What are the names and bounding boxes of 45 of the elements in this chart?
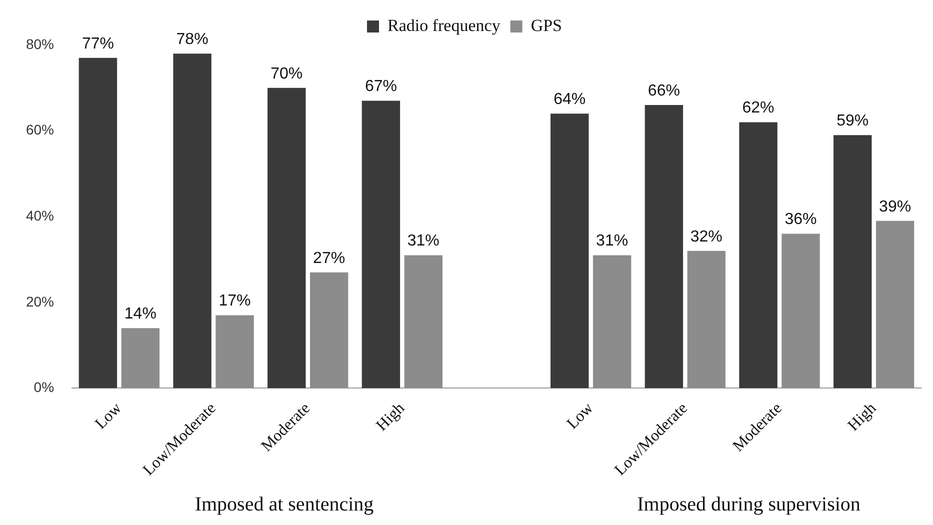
bar (121, 328, 160, 388)
data-label: 77% (82, 35, 114, 52)
bar (782, 234, 820, 388)
data-label: 62% (742, 100, 774, 117)
legend-label: GPS (530, 16, 562, 35)
y-tick-label: 60% (26, 122, 54, 138)
data-label: 66% (648, 82, 680, 100)
bar (592, 255, 632, 388)
data-label: 70% (270, 65, 303, 82)
bar (876, 220, 914, 388)
data-label: 64% (554, 91, 586, 108)
data-label: 14% (124, 306, 156, 323)
x-tick-label: High (844, 400, 880, 434)
data-label: 31% (407, 232, 440, 250)
data-label: 17% (218, 292, 251, 310)
bar (173, 54, 212, 388)
bar (739, 122, 778, 388)
data-label: 59% (836, 112, 869, 130)
data-label: 39% (879, 198, 912, 216)
data-label: 31% (596, 232, 628, 250)
bar (216, 315, 254, 388)
y-tick-label: 0% (34, 379, 54, 396)
bar (362, 100, 400, 388)
bar (404, 255, 443, 388)
data-label: 27% (313, 250, 346, 267)
bar (268, 88, 306, 388)
text: Imposed during supervision (637, 493, 860, 516)
x-tick-label: Low (92, 399, 126, 433)
data-label: 36% (784, 211, 817, 228)
data-label: 32% (690, 228, 722, 246)
y-tick-label: 40% (26, 207, 54, 224)
data-label: 67% (364, 78, 397, 96)
text: Imposed at sentencing (194, 493, 374, 516)
y-tick-label: 80% (26, 36, 54, 52)
bar (834, 135, 872, 388)
bar (550, 114, 589, 388)
data-label: 78% (176, 30, 208, 48)
y-tick-label: 20% (26, 293, 54, 310)
bar (310, 272, 348, 388)
legend-label: Radio frequency (388, 16, 501, 35)
x-tick-label: Low (564, 399, 597, 433)
x-tick-label: High (373, 400, 408, 434)
bar (78, 58, 118, 388)
bar (687, 250, 726, 388)
bar (644, 105, 684, 388)
